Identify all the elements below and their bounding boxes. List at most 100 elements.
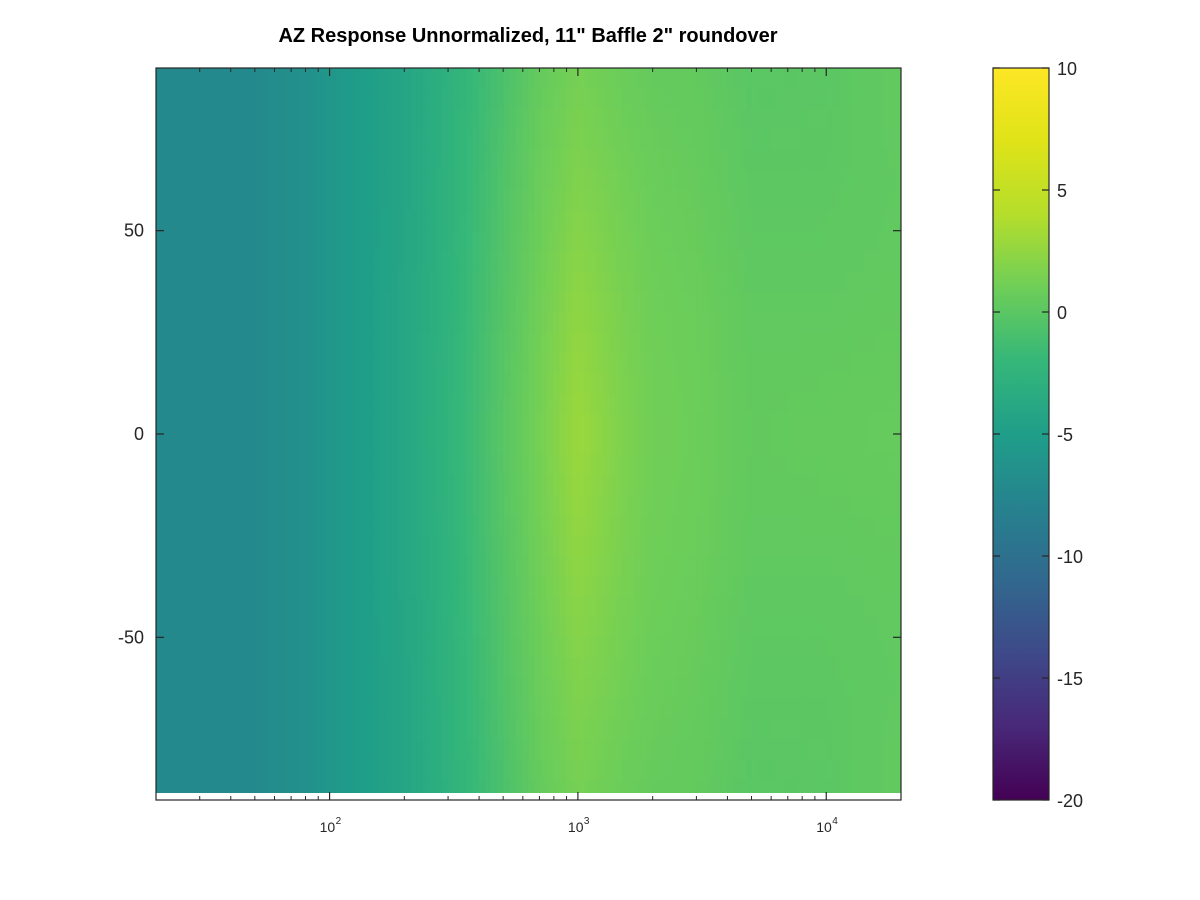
heatmap-cell (230, 556, 238, 577)
heatmap-cell (826, 68, 834, 89)
heatmap-cell (391, 312, 399, 333)
heatmap-cell (187, 393, 194, 415)
heatmap-cell (714, 373, 722, 394)
heatmap-cell (789, 779, 797, 793)
heatmap-cell (267, 698, 275, 720)
heatmap-cell (273, 454, 281, 476)
heatmap-cell (385, 373, 393, 394)
heatmap-cell (720, 678, 728, 699)
heatmap-cell (789, 352, 797, 374)
heatmap-cell (497, 149, 505, 171)
heatmap-cell (379, 413, 387, 435)
heatmap-cell (727, 88, 734, 110)
heatmap-cell (671, 169, 679, 191)
heatmap-cell (454, 576, 461, 598)
heatmap-cell (702, 393, 710, 415)
heatmap-cell (224, 68, 232, 89)
heatmap-cell (739, 637, 747, 659)
heatmap-cell (286, 596, 294, 618)
heatmap-cell (776, 718, 784, 740)
heatmap-cell (236, 352, 244, 374)
heatmap-cell (826, 88, 834, 110)
heatmap-cell (286, 718, 294, 740)
heatmap-cell (603, 556, 610, 577)
heatmap-cell (242, 413, 250, 435)
heatmap-cell (689, 576, 697, 598)
heatmap-cell (180, 718, 188, 740)
heatmap-cell (634, 393, 641, 415)
heatmap-cell (658, 169, 666, 191)
heatmap-cell (422, 759, 430, 781)
heatmap-cell (789, 535, 797, 557)
heatmap-cell (609, 352, 617, 374)
heatmap-cell (286, 515, 294, 537)
heatmap-cell (509, 657, 517, 679)
heatmap-cell (255, 291, 263, 313)
heatmap-cell (373, 718, 381, 740)
heatmap-cell (255, 637, 263, 659)
heatmap-cell (832, 759, 840, 781)
heatmap-cell (528, 678, 536, 699)
heatmap-cell (354, 596, 362, 618)
heatmap-cell (615, 556, 623, 577)
heatmap-cell (894, 68, 901, 89)
heatmap-cell (603, 251, 610, 272)
heatmap-cell (311, 149, 319, 171)
heatmap-cell (522, 230, 530, 252)
heatmap-cell (739, 149, 747, 171)
heatmap-cell (665, 129, 672, 150)
heatmap-cell (851, 596, 859, 618)
heatmap-cell (454, 678, 461, 699)
heatmap-cell (317, 149, 325, 171)
heatmap-cell (559, 474, 567, 496)
heatmap-cell (249, 413, 256, 435)
heatmap-cell (789, 678, 797, 699)
heatmap-cell (317, 739, 325, 760)
heatmap-cell (199, 373, 207, 394)
heatmap-cell (888, 678, 896, 699)
heatmap-cell (776, 698, 784, 720)
heatmap-cell (758, 149, 766, 171)
heatmap-cell (578, 352, 585, 374)
heatmap-cell (733, 576, 741, 598)
heatmap-cell (584, 190, 592, 211)
heatmap-cell (354, 637, 362, 659)
heatmap-cell (596, 718, 604, 740)
heatmap-cell (435, 474, 443, 496)
heatmap-cell (571, 210, 579, 232)
heatmap-cell (869, 271, 877, 293)
heatmap-cell (553, 657, 561, 679)
heatmap-cell (857, 68, 865, 89)
heatmap-cell (224, 413, 232, 435)
heatmap-cell (317, 617, 325, 638)
heatmap-cell (838, 535, 846, 557)
heatmap-cell (789, 718, 797, 740)
heatmap-cell (609, 474, 617, 496)
heatmap-cell (441, 291, 449, 313)
heatmap-cell (714, 535, 722, 557)
heatmap-cell (205, 373, 213, 394)
heatmap-cell (838, 617, 846, 638)
heatmap-cell (857, 495, 865, 516)
heatmap-cell (311, 535, 319, 557)
heatmap-cell (540, 454, 548, 476)
heatmap-cell (888, 454, 896, 476)
heatmap-cell (292, 251, 300, 272)
heatmap-cell (224, 596, 232, 618)
heatmap-cell (671, 739, 679, 760)
heatmap-cell (317, 129, 325, 150)
heatmap-cell (553, 678, 561, 699)
heatmap-cell (677, 88, 685, 110)
heatmap-cell (485, 657, 492, 679)
heatmap-cell (261, 169, 269, 191)
heatmap-cell (894, 495, 901, 516)
heatmap-cell (261, 271, 269, 293)
heatmap-cell (162, 759, 170, 781)
heatmap-cell (174, 68, 182, 89)
heatmap-cell (658, 434, 666, 455)
heatmap-cell (404, 495, 412, 516)
heatmap-cell (795, 576, 803, 598)
heatmap-cell (280, 637, 287, 659)
heatmap-cell (416, 108, 424, 130)
heatmap-cell (851, 617, 859, 638)
